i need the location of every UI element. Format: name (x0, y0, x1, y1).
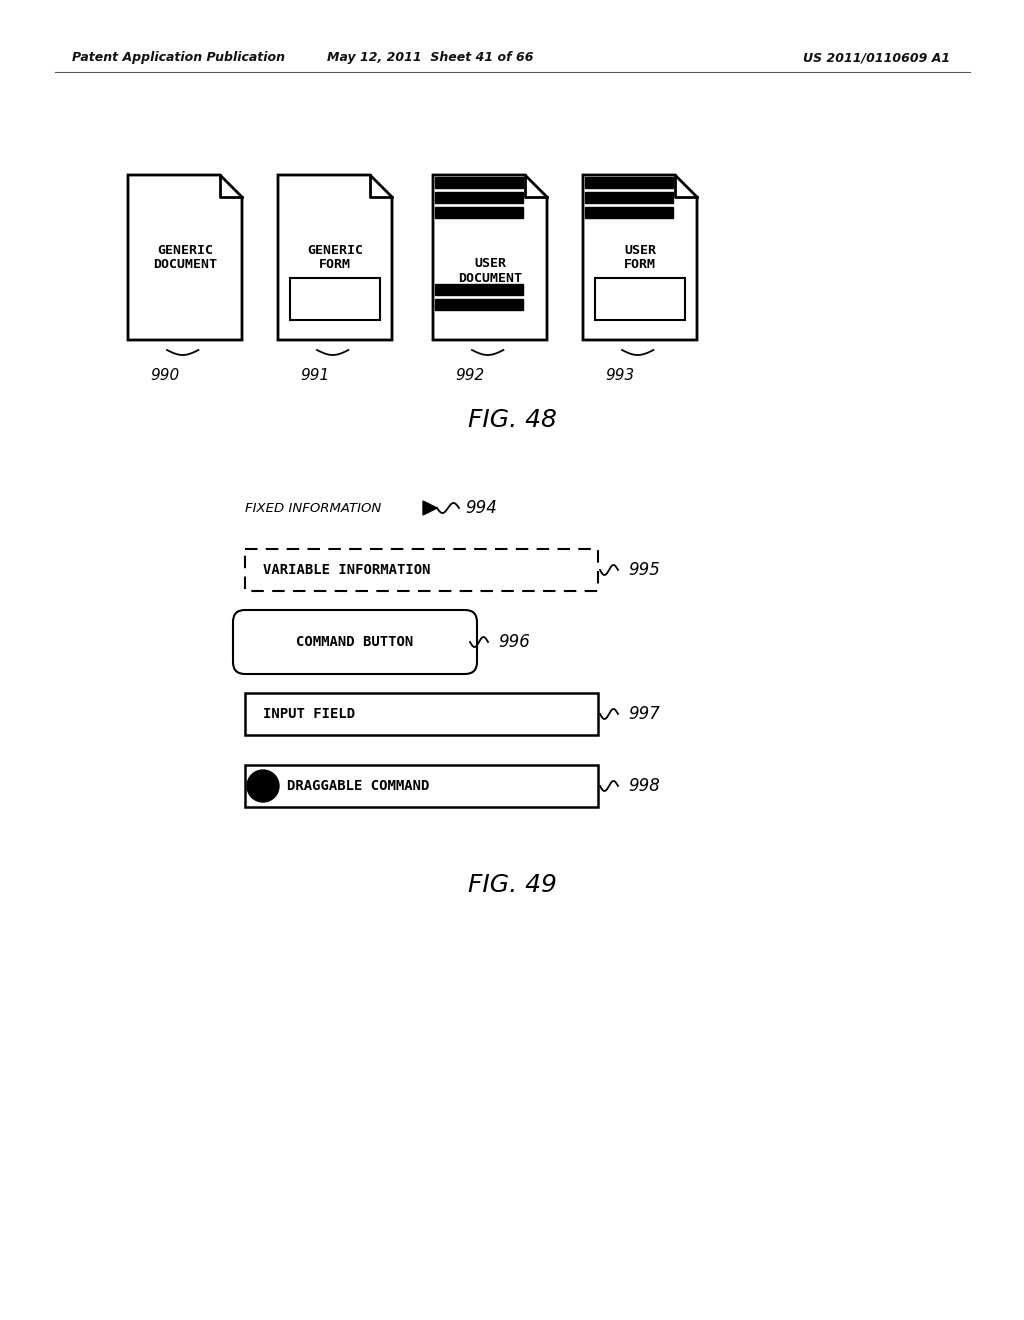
Polygon shape (595, 279, 685, 319)
Text: 997: 997 (628, 705, 659, 723)
Text: 994: 994 (465, 499, 497, 517)
Circle shape (247, 770, 279, 803)
Text: GENERIC
DOCUMENT: GENERIC DOCUMENT (153, 243, 217, 272)
Text: 992: 992 (456, 368, 484, 384)
Polygon shape (585, 191, 673, 203)
FancyBboxPatch shape (245, 549, 598, 591)
Text: 998: 998 (628, 777, 659, 795)
FancyBboxPatch shape (233, 610, 477, 675)
Text: US 2011/0110609 A1: US 2011/0110609 A1 (803, 51, 950, 65)
Text: 996: 996 (498, 634, 529, 651)
Polygon shape (585, 207, 673, 218)
Text: Patent Application Publication: Patent Application Publication (72, 51, 285, 65)
Polygon shape (585, 177, 673, 187)
Text: DRAGGABLE COMMAND: DRAGGABLE COMMAND (287, 779, 429, 793)
Polygon shape (433, 176, 547, 341)
Polygon shape (435, 284, 523, 294)
Text: FIG. 49: FIG. 49 (468, 873, 556, 898)
Polygon shape (583, 176, 697, 341)
Text: May 12, 2011  Sheet 41 of 66: May 12, 2011 Sheet 41 of 66 (327, 51, 534, 65)
Text: GENERIC
FORM: GENERIC FORM (307, 243, 362, 272)
Polygon shape (435, 300, 523, 310)
Polygon shape (128, 176, 242, 341)
Text: VARIABLE INFORMATION: VARIABLE INFORMATION (263, 564, 430, 577)
Polygon shape (435, 207, 523, 218)
Polygon shape (435, 191, 523, 203)
Polygon shape (423, 502, 437, 515)
FancyBboxPatch shape (245, 693, 598, 735)
Text: FIG. 48: FIG. 48 (468, 408, 556, 432)
Polygon shape (278, 176, 392, 341)
Text: COMMAND BUTTON: COMMAND BUTTON (296, 635, 414, 649)
FancyBboxPatch shape (245, 766, 598, 807)
Polygon shape (435, 177, 523, 187)
Polygon shape (290, 279, 380, 319)
Text: 995: 995 (628, 561, 659, 579)
Text: FIXED INFORMATION: FIXED INFORMATION (245, 502, 381, 515)
Text: INPUT FIELD: INPUT FIELD (263, 708, 355, 721)
Text: USER
DOCUMENT: USER DOCUMENT (458, 256, 522, 285)
Text: 993: 993 (605, 368, 635, 384)
Text: 990: 990 (151, 368, 179, 384)
Text: 991: 991 (300, 368, 330, 384)
Text: USER
FORM: USER FORM (624, 243, 656, 272)
